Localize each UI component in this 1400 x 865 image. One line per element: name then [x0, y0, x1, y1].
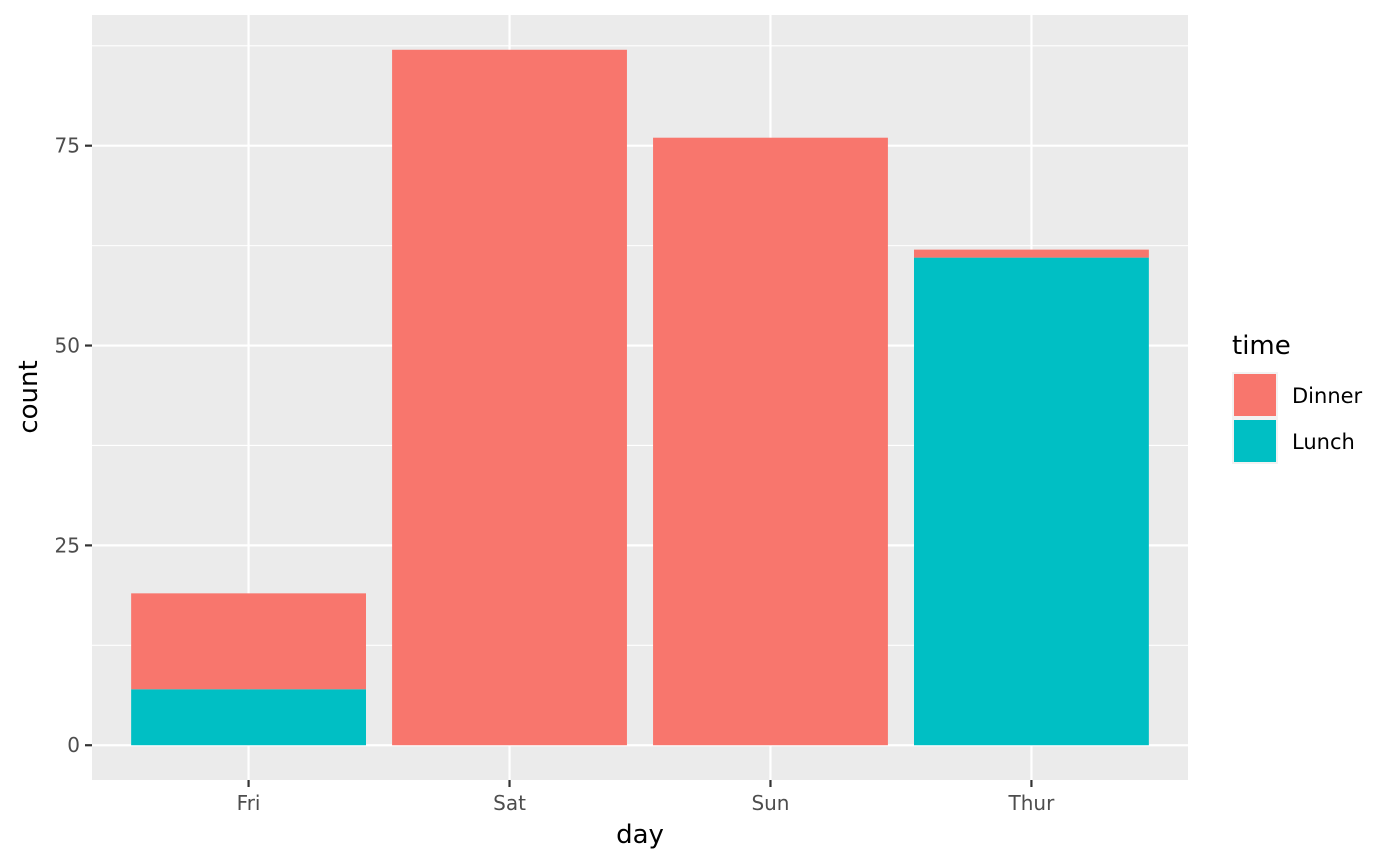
bar-sun-dinner [653, 137, 888, 746]
x-tick-label: Sat [493, 791, 526, 815]
x-axis: Fri Sat Sun Thur [237, 780, 1055, 815]
x-axis-title: day [616, 820, 664, 850]
legend: time Dinner Lunch [1232, 331, 1363, 464]
legend-title: time [1232, 331, 1291, 361]
bar-thur-dinner [914, 249, 1149, 258]
x-tick-label: Fri [237, 791, 261, 815]
bar-fri-dinner [131, 593, 366, 690]
x-tick-label: Thur [1008, 791, 1056, 815]
y-tick-label: 0 [67, 733, 80, 757]
y-axis-title: count [14, 360, 44, 433]
legend-label-dinner: Dinner [1292, 384, 1363, 408]
bar-fri-lunch [131, 689, 366, 746]
x-tick-label: Sun [751, 791, 789, 815]
legend-swatch-dinner [1234, 374, 1276, 416]
y-tick-label: 75 [55, 134, 80, 158]
bar-sat-dinner [392, 49, 627, 746]
y-axis: 0 25 50 75 [55, 134, 92, 757]
bars [131, 49, 1149, 746]
bar-thur-lunch [914, 257, 1149, 746]
y-tick-label: 25 [55, 533, 80, 557]
legend-swatch-lunch [1234, 420, 1276, 462]
legend-label-lunch: Lunch [1292, 430, 1355, 454]
y-tick-label: 50 [55, 334, 80, 358]
